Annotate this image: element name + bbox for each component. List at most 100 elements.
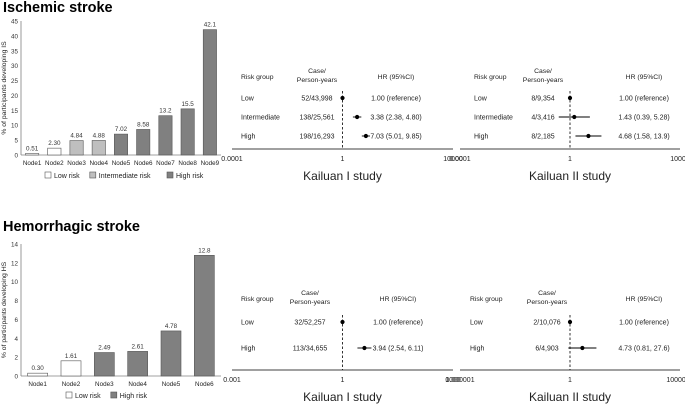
row-hr-text: 7.03 (5.01, 9.85) <box>370 134 421 141</box>
bar-value-label: 8.58 <box>137 121 150 128</box>
x-tick-label: Node4 <box>89 160 108 167</box>
header-risk-group: Risk group <box>470 296 503 303</box>
x-axis-ref-label: 1 <box>568 377 572 384</box>
row-case-person-years: 8/2,185 <box>531 134 554 141</box>
row-hr-text: 1.00 (reference) <box>619 320 669 327</box>
y-axis-label: % of participants developing HS <box>1 261 8 358</box>
bar-node4 <box>91 140 106 156</box>
y-tick-label: 30 <box>11 63 19 70</box>
bar-value-label: 7.02 <box>115 126 128 133</box>
header-case: Case/ <box>538 290 556 297</box>
hr-point <box>572 114 577 120</box>
hr-point <box>567 95 573 101</box>
bar-value-label: 4.78 <box>165 323 178 330</box>
hemorrhagic-stroke-title: Hemorrhagic stroke <box>3 219 140 235</box>
y-tick-label: 5 <box>14 138 18 145</box>
row-hr-text: 1.00 (reference) <box>619 96 669 103</box>
row-risk-group: High <box>474 134 489 141</box>
y-tick-label: 6 <box>14 317 18 324</box>
row-risk-group: Intermediate <box>241 115 280 122</box>
x-tick-label: Node6 <box>195 381 214 388</box>
bar-value-label: 4.88 <box>93 132 106 139</box>
row-risk-group: Intermediate <box>474 115 513 122</box>
legend-label-high: High risk <box>120 393 148 400</box>
legend-swatch-low <box>44 171 52 179</box>
legend-label-intermediate: Intermediate risk <box>99 173 151 180</box>
y-tick-label: 0 <box>14 374 18 381</box>
x-axis-min-label: 0.001 <box>223 377 241 384</box>
bar-node1 <box>27 372 48 377</box>
hr-point <box>363 133 368 139</box>
bar-node6 <box>136 129 151 156</box>
row-risk-group: High <box>470 346 485 353</box>
row-case-person-years: 113/34,655 <box>293 346 328 353</box>
bar-value-label: 4.84 <box>70 133 83 140</box>
bar-value-label: 2.61 <box>132 343 145 350</box>
hr-point <box>340 95 345 101</box>
x-tick-label: Node1 <box>23 160 42 167</box>
x-axis-min-label: 0.000001 <box>445 377 474 384</box>
hr-point <box>340 319 345 325</box>
y-tick-label: 35 <box>11 48 19 55</box>
header-person-years: Person-years <box>527 299 568 306</box>
x-tick-label: Node2 <box>45 160 64 167</box>
header-person-years: Person-years <box>523 77 564 84</box>
bar-node2 <box>60 360 82 377</box>
row-hr-text: 1.00 (reference) <box>371 96 421 103</box>
x-axis-min-label: 0.0001 <box>221 156 243 163</box>
row-hr-text: 3.38 (2.38, 4.80) <box>370 115 421 122</box>
bar-node9 <box>202 29 217 156</box>
row-case-person-years: 8/9,354 <box>531 96 554 103</box>
hr-point <box>355 114 360 120</box>
legend-swatch-high <box>110 391 118 399</box>
header-hr: HR (95%CI) <box>380 296 417 303</box>
study-title: Kailuan II study <box>529 390 611 404</box>
x-axis-ref-label: 1 <box>341 377 345 384</box>
bar-node2 <box>47 147 62 156</box>
legend-label-low: Low risk <box>54 173 80 180</box>
bar-value-label: 15.5 <box>182 101 195 108</box>
bar-node8 <box>180 108 195 156</box>
legend-swatch-intermediate <box>89 171 97 179</box>
bar-node7 <box>158 115 173 156</box>
y-axis-label: % of participants developing IS <box>1 41 8 135</box>
bar-value-label: 1.61 <box>65 353 78 360</box>
y-tick-label: 10 <box>11 123 19 130</box>
header-case: Case/ <box>308 68 326 75</box>
x-tick-label: Node2 <box>62 381 81 388</box>
header-person-years: Person-years <box>297 77 338 84</box>
bar-node6 <box>194 255 215 377</box>
row-case-person-years: 2/10,076 <box>533 320 560 327</box>
row-case-person-years: 52/43,998 <box>301 96 332 103</box>
row-case-person-years: 32/52,257 <box>294 320 325 327</box>
y-tick-label: 14 <box>11 242 19 249</box>
bar-value-label: 13.2 <box>159 108 172 115</box>
row-case-person-years: 198/16,293 <box>299 134 334 141</box>
row-hr-text: 4.68 (1.58, 13.9) <box>618 134 669 141</box>
row-case-person-years: 6/4,903 <box>535 346 558 353</box>
row-risk-group: Low <box>470 320 484 327</box>
row-hr-text: 3.94 (2.54, 6.11) <box>373 346 424 353</box>
y-tick-label: 2 <box>14 355 18 362</box>
bar-value-label: 12.8 <box>198 247 211 254</box>
header-case: Case/ <box>534 68 552 75</box>
study-title: Kailuan I study <box>303 390 382 404</box>
bar-node5 <box>114 133 128 156</box>
bar-value-label: 2.49 <box>98 345 111 352</box>
bar-value-label: 0.30 <box>32 365 45 372</box>
header-risk-group: Risk group <box>241 74 274 81</box>
x-tick-label: Node7 <box>156 160 175 167</box>
row-hr-text: 1.00 (reference) <box>373 320 423 327</box>
row-risk-group: High <box>241 346 256 353</box>
x-tick-label: Node3 <box>67 160 86 167</box>
y-tick-label: 45 <box>11 19 19 26</box>
bar-node3 <box>94 352 115 377</box>
row-case-person-years: 138/25,561 <box>299 115 334 122</box>
row-risk-group: High <box>241 134 256 141</box>
y-tick-label: 0 <box>14 153 18 160</box>
y-tick-label: 25 <box>11 78 19 85</box>
legend-label-low: Low risk <box>75 393 101 400</box>
y-tick-label: 8 <box>14 298 18 305</box>
y-tick-label: 12 <box>11 260 19 267</box>
legend-swatch-high <box>166 171 174 179</box>
